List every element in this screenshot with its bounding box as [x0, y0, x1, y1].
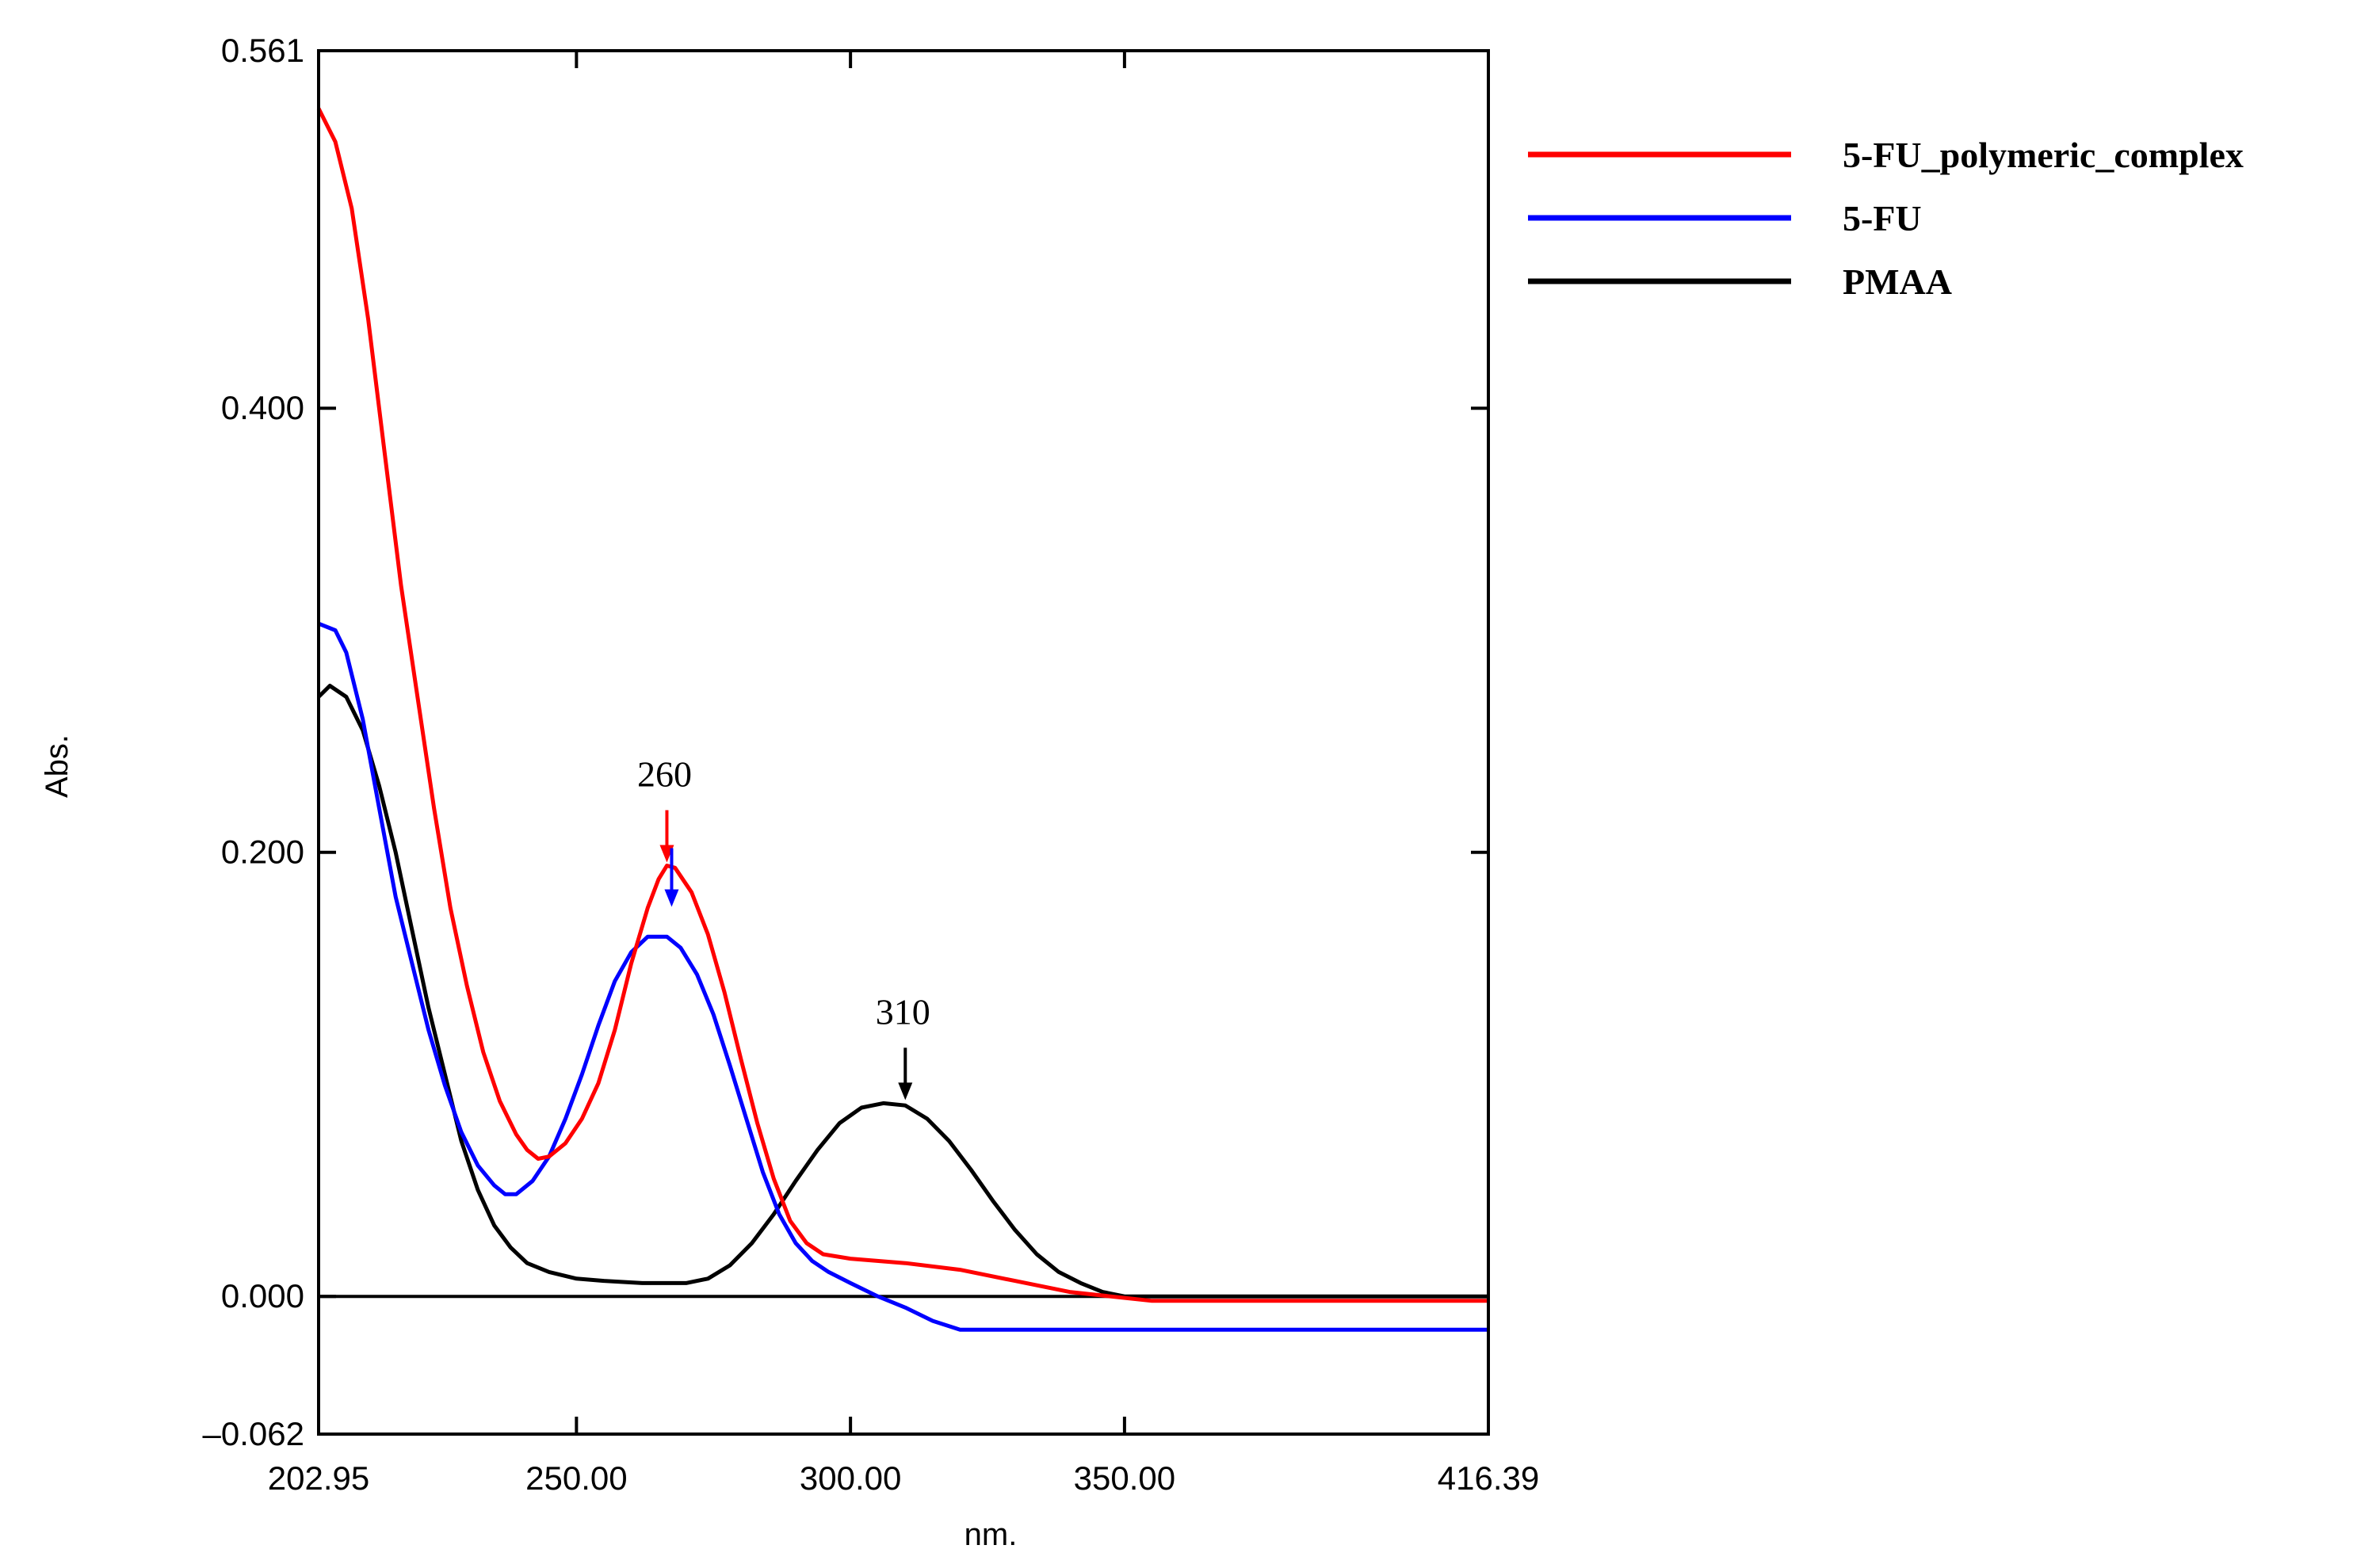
axis-labels-layer: 0.561 0.400 0.200 0.000 –0.062 202.95 250.00 30…	[203, 32, 1540, 1497]
series-layer	[316, 107, 1488, 1332]
annotation-layer: 260 310	[637, 754, 930, 1101]
series-line-5-fu-polymeric-complex	[316, 107, 1488, 1303]
peak-label-310: 310	[876, 991, 930, 1032]
legend-label: PMAA	[1843, 261, 1952, 302]
x-tick-label: 300.00	[800, 1459, 901, 1497]
peak-label-260: 260	[637, 754, 692, 795]
y-tick-label: 0.200	[221, 834, 304, 871]
y-tick-label: 0.400	[221, 389, 304, 426]
x-axis-title: nm.	[965, 1517, 1018, 1552]
y-tick-label: 0.000	[221, 1277, 304, 1314]
peak-arrow-head	[898, 1082, 913, 1101]
x-tick-label: 202.95	[268, 1459, 369, 1497]
legend: 5-FU_polymeric_complex 5-FU PMAA	[1528, 135, 2244, 302]
peak-arrow-head	[664, 889, 679, 907]
legend-label: 5-FU_polymeric_complex	[1843, 135, 2244, 175]
x-tick-label: 416.39	[1438, 1459, 1539, 1497]
legend-label: 5-FU	[1843, 198, 1922, 238]
x-tick-label: 350.00	[1074, 1459, 1175, 1497]
plot-frame	[317, 49, 1490, 1436]
series-line-pmaa	[317, 684, 1488, 1299]
y-tick-label: 0.561	[221, 32, 304, 69]
y-axis-title: Abs.	[40, 734, 74, 798]
series-line-5-fu	[318, 621, 1488, 1332]
y-tick-label: –0.062	[203, 1415, 304, 1452]
x-tick-label: 250.00	[525, 1459, 627, 1497]
